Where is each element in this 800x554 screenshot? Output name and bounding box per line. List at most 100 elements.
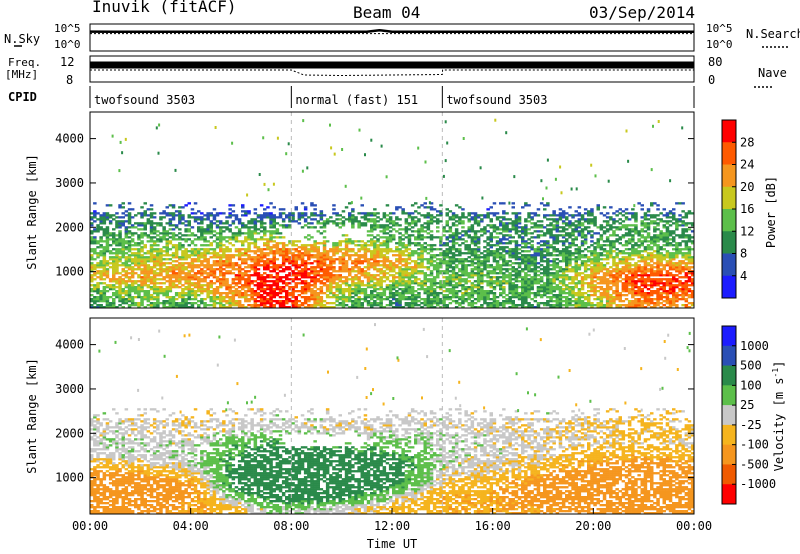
nsky-tick-top: 10^5 bbox=[54, 22, 81, 35]
heatmap-cell bbox=[574, 210, 578, 213]
heatmap-cell bbox=[514, 242, 519, 245]
heatmap-cell bbox=[335, 258, 339, 261]
heatmap-cell bbox=[388, 236, 393, 239]
heatmap-cell bbox=[228, 266, 232, 269]
heatmap-cell bbox=[278, 232, 283, 235]
heatmap-cell bbox=[335, 248, 339, 251]
heatmap-cell bbox=[241, 288, 245, 291]
heatmap-cell bbox=[322, 274, 327, 277]
heatmap-cell bbox=[310, 256, 314, 259]
heatmap-cell bbox=[190, 258, 195, 261]
heatmap-cell bbox=[385, 238, 390, 241]
heatmap-cell bbox=[445, 214, 449, 217]
heatmap-cell bbox=[351, 250, 355, 253]
heatmap-cell bbox=[445, 220, 449, 223]
heatmap-cell bbox=[212, 290, 217, 293]
heatmap-cell bbox=[483, 262, 487, 265]
heatmap-cell bbox=[344, 250, 349, 253]
heatmap-cell bbox=[335, 294, 339, 297]
heatmap-cell bbox=[543, 282, 547, 285]
heatmap-cell bbox=[319, 288, 324, 291]
heatmap-cell bbox=[316, 256, 320, 259]
heatmap-cell bbox=[401, 244, 405, 247]
heatmap-cell bbox=[253, 218, 258, 221]
heatmap-cell bbox=[253, 302, 258, 305]
heatmap-cell bbox=[404, 274, 409, 277]
heatmap-cell bbox=[407, 240, 412, 243]
heatmap-cell bbox=[307, 284, 311, 287]
heatmap-cell bbox=[392, 294, 396, 297]
heatmap-cell bbox=[461, 238, 465, 241]
heatmap-cell bbox=[382, 226, 387, 229]
heatmap-cell bbox=[388, 300, 393, 303]
heatmap-cell bbox=[178, 306, 182, 309]
heatmap-cell bbox=[140, 260, 144, 263]
heatmap-cell bbox=[108, 232, 113, 235]
heatmap-cell bbox=[322, 282, 327, 285]
heatmap-cell bbox=[480, 214, 484, 217]
heatmap-cell bbox=[112, 258, 116, 261]
heatmap-cell bbox=[360, 256, 364, 259]
heatmap-cell bbox=[448, 250, 453, 253]
heatmap-cell bbox=[502, 228, 506, 231]
heatmap-cell bbox=[219, 268, 223, 271]
heatmap-cell bbox=[181, 218, 185, 221]
heatmap-cell bbox=[558, 250, 563, 253]
heatmap-cell bbox=[436, 210, 440, 213]
heatmap-cell bbox=[222, 264, 226, 267]
heatmap-cell bbox=[398, 224, 402, 227]
heatmap-cell bbox=[495, 212, 500, 215]
heatmap-cell bbox=[322, 270, 327, 273]
heatmap-cell bbox=[291, 286, 295, 289]
heatmap-cell bbox=[272, 280, 276, 283]
heatmap-cell bbox=[404, 272, 409, 275]
heatmap-cell bbox=[222, 230, 226, 233]
heatmap-cell bbox=[561, 212, 566, 215]
heatmap-cell bbox=[492, 244, 497, 247]
heatmap-cell bbox=[187, 250, 191, 253]
heatmap-cell bbox=[451, 212, 456, 215]
heatmap-cell bbox=[445, 264, 449, 267]
heatmap-cell bbox=[351, 214, 355, 217]
heatmap-cell bbox=[241, 242, 245, 245]
heatmap-cell bbox=[310, 212, 314, 215]
heatmap-cell bbox=[392, 306, 396, 309]
heatmap-cell bbox=[536, 234, 541, 237]
heatmap-cell bbox=[96, 266, 100, 269]
heatmap-cell bbox=[467, 218, 471, 221]
heatmap-cell bbox=[379, 244, 383, 247]
heatmap-cell bbox=[363, 222, 368, 225]
heatmap-cell bbox=[398, 276, 402, 279]
heatmap-cell bbox=[495, 280, 500, 283]
heatmap-cell bbox=[272, 206, 276, 209]
heatmap-cell bbox=[467, 212, 471, 215]
heatmap-cell bbox=[476, 222, 481, 225]
heatmap-cell bbox=[329, 264, 333, 267]
heatmap-cell bbox=[476, 240, 481, 243]
heatmap-cell bbox=[278, 286, 283, 289]
heatmap-cell bbox=[184, 292, 188, 295]
heatmap-cell bbox=[200, 252, 204, 255]
heatmap-cell bbox=[561, 234, 566, 237]
heatmap-cell bbox=[263, 256, 267, 259]
heatmap-cell bbox=[436, 264, 440, 267]
heatmap-cell bbox=[429, 244, 434, 247]
heatmap-cell bbox=[134, 280, 138, 283]
heatmap-cell bbox=[115, 294, 119, 297]
heatmap-cell bbox=[495, 266, 500, 269]
heatmap-cell bbox=[448, 216, 453, 219]
heatmap-cell bbox=[423, 202, 427, 205]
heatmap-cell bbox=[511, 286, 515, 289]
heatmap-cell bbox=[275, 276, 280, 279]
heatmap-cell bbox=[565, 300, 569, 303]
heatmap-cell bbox=[124, 292, 129, 295]
heatmap-cell bbox=[357, 270, 361, 273]
heatmap-cell bbox=[272, 256, 276, 259]
heatmap-cell bbox=[203, 306, 207, 309]
heatmap-cell bbox=[382, 272, 387, 275]
heatmap-cell bbox=[407, 286, 412, 289]
heatmap-cell bbox=[181, 234, 185, 237]
heatmap-cell bbox=[461, 208, 465, 211]
heatmap-cell bbox=[577, 296, 582, 299]
heatmap-cell bbox=[90, 232, 94, 235]
